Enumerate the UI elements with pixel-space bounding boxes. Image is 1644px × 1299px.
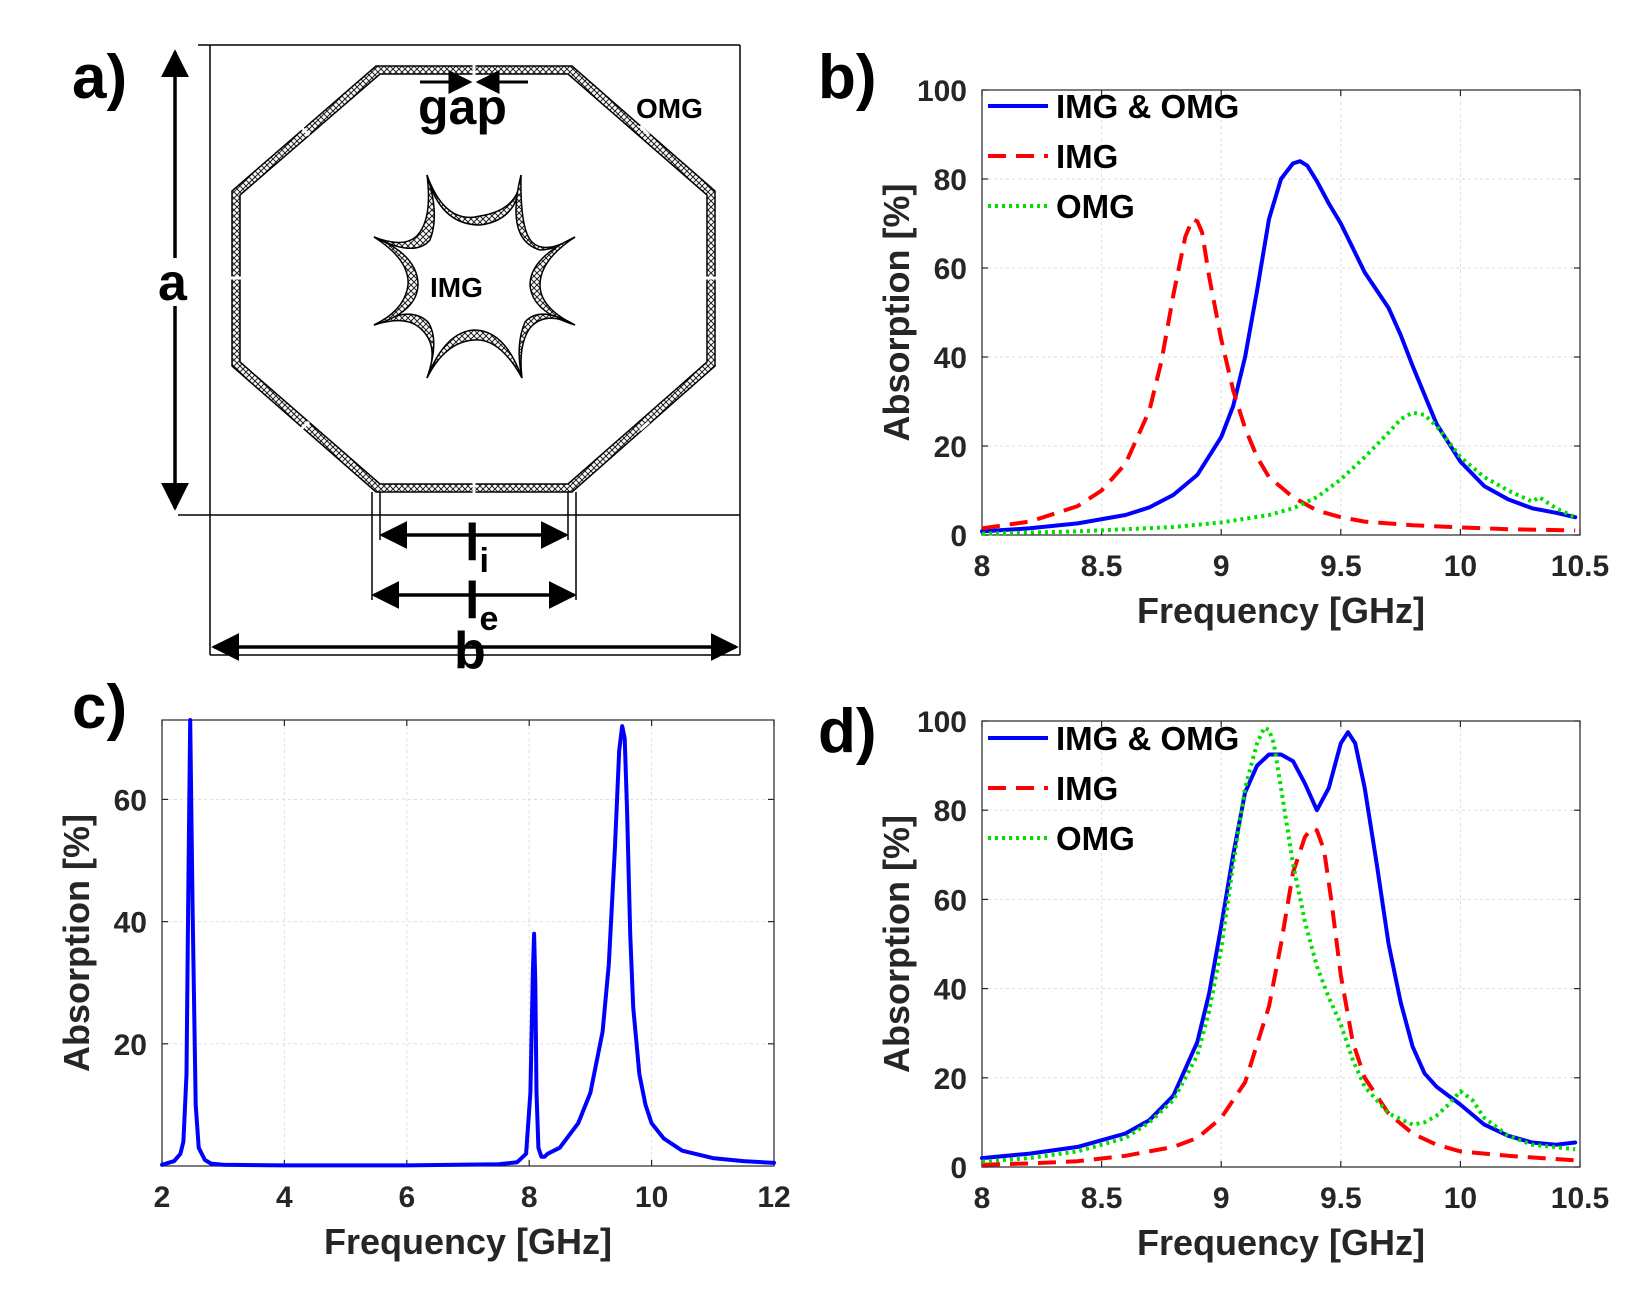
series-line-img-omg	[980, 159, 1578, 534]
x-axis-label: Frequency [GHz]	[1137, 590, 1425, 631]
inner-star-petal-5	[426, 329, 523, 379]
x-tick-label: 8	[974, 550, 991, 583]
plot-frame	[981, 89, 1581, 536]
x-tick-label: 9.5	[1320, 550, 1362, 583]
dimension-le-sub: e	[479, 600, 498, 638]
x-tick-label: 9	[1213, 1182, 1230, 1215]
series-line-img-omg	[980, 730, 1578, 1161]
y-tick-label: 20	[934, 431, 967, 464]
y-tick-label: 40	[934, 342, 967, 375]
dimension-le-main: l	[465, 572, 479, 630]
y-tick-label: 80	[934, 795, 967, 828]
dimension-li-main: l	[465, 514, 479, 572]
series-line-omg	[981, 410, 1577, 536]
legend-label: IMG	[1056, 138, 1118, 175]
x-tick-label: 4	[276, 1181, 293, 1214]
x-tick-label: 12	[757, 1181, 790, 1214]
y-tick-label: 40	[114, 907, 147, 940]
dimension-b-label: b	[454, 622, 486, 680]
x-tick-label: 9.5	[1320, 1182, 1362, 1215]
x-axis-label: Frequency [GHz]	[324, 1221, 612, 1262]
legend-label: IMG & OMG	[1056, 720, 1239, 757]
panel-label-d: d)	[818, 697, 877, 766]
x-tick-label: 8	[521, 1181, 538, 1214]
dimension-a-label-bg	[156, 258, 196, 306]
x-tick-label: 8.5	[1081, 1182, 1123, 1215]
unit-cell-diagram: OMG IMG gap a li le b	[156, 44, 741, 680]
legend-label: OMG	[1056, 820, 1135, 857]
legend-label: IMG	[1056, 770, 1118, 807]
inner-star-resonator	[426, 174, 522, 226]
inner-star-petal-3	[529, 236, 576, 326]
x-tick-label: 9	[1213, 550, 1230, 583]
panel-label-b: b)	[818, 43, 877, 112]
dimension-li-sub: i	[479, 542, 488, 580]
inner-star-petal-7	[373, 236, 419, 326]
chart-d: 8 8.5 9 9.5 10 10.5 0 20 40 60 80 100 Frequency [GHz…	[876, 706, 1609, 1263]
y-axis-label: Absorption [%]	[56, 814, 97, 1072]
x-tick-label: 10.5	[1551, 550, 1609, 583]
x-tick-label: 10	[1444, 550, 1477, 583]
panel-label-c: c)	[72, 673, 127, 742]
chart-c: 2 4 6 8 10 12 20 40 60 Frequency [GHz] Absorption …	[56, 718, 791, 1262]
x-tick-label: 10.5	[1551, 1182, 1609, 1215]
gap-label: gap	[418, 79, 507, 135]
panel-label-a: a)	[72, 43, 127, 112]
y-tick-label: 0	[950, 1152, 967, 1185]
y-tick-label: 20	[114, 1029, 147, 1062]
series-line-omg	[981, 725, 1576, 1164]
omg-label: OMG	[636, 93, 703, 124]
y-tick-label: 100	[917, 706, 967, 739]
dimension-le-label: le	[465, 572, 498, 638]
x-tick-label: 8	[974, 1182, 991, 1215]
series-line-absorption	[160, 718, 776, 1168]
legend-label: IMG & OMG	[1056, 88, 1239, 125]
y-tick-label: 0	[950, 520, 967, 553]
ring-gaps	[230, 64, 717, 494]
y-axis-label: Absorption [%]	[876, 815, 917, 1073]
x-tick-label: 10	[1444, 1182, 1477, 1215]
y-tick-label: 60	[934, 884, 967, 917]
plot-frame	[981, 720, 1581, 1168]
outer-octagon-ring	[231, 65, 716, 493]
img-label: IMG	[430, 272, 483, 303]
plot-frame	[161, 719, 775, 1167]
y-tick-label: 40	[934, 974, 967, 1007]
inner-star-petal-6	[373, 313, 435, 379]
y-tick-label: 60	[114, 784, 147, 817]
inner-star-petal-8	[373, 174, 436, 250]
y-tick-label: 60	[934, 253, 967, 286]
chart-b: 8 8.5 9 9.5 10 10.5 0 20 40 60 80 100 Frequency [GHz…	[876, 75, 1609, 631]
y-tick-label: 80	[934, 164, 967, 197]
inner-star-petal-2	[515, 174, 576, 251]
inner-star-petal-4	[518, 313, 576, 379]
legend-label: OMG	[1056, 188, 1135, 225]
x-tick-label: 8.5	[1081, 550, 1123, 583]
x-tick-label: 6	[398, 1181, 415, 1214]
y-tick-label: 20	[934, 1063, 967, 1096]
x-tick-label: 2	[154, 1181, 171, 1214]
dimension-a-label: a	[158, 254, 188, 312]
dimension-li-label: li	[465, 514, 489, 580]
series-line-img	[981, 826, 1576, 1167]
x-tick-label: 10	[635, 1181, 668, 1214]
series-line-img	[981, 217, 1576, 533]
y-axis-label: Absorption [%]	[876, 184, 917, 442]
y-tick-label: 100	[917, 75, 967, 108]
x-axis-label: Frequency [GHz]	[1137, 1222, 1425, 1263]
